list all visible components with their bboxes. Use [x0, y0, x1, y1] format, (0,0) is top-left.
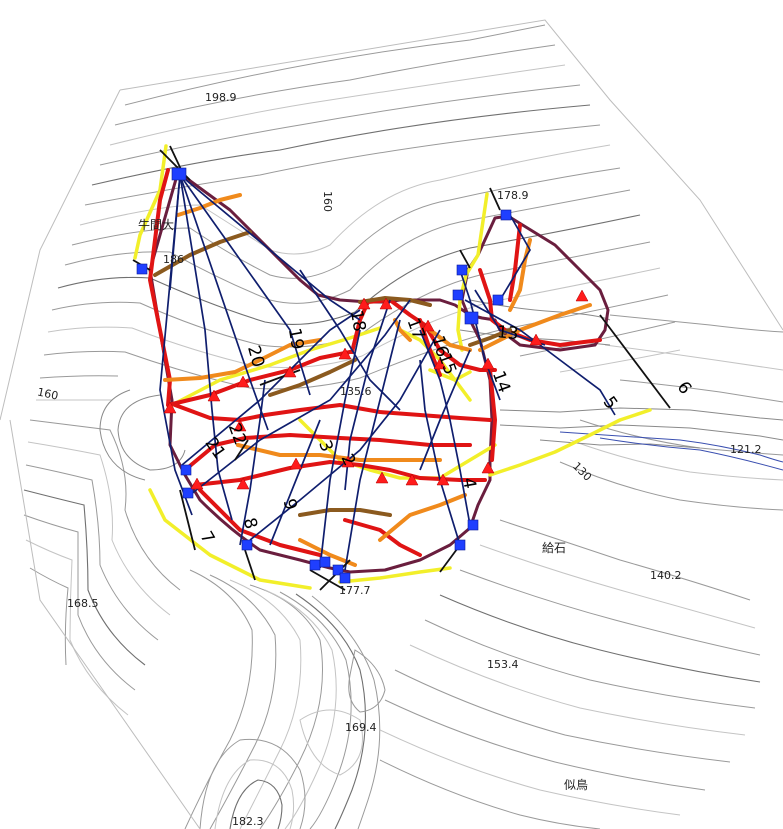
- blue-square-marker: [180, 464, 192, 476]
- red-triangle-marker: [236, 477, 250, 490]
- map-coverage-edges: [0, 19, 783, 829]
- elevation-label: 135.6: [340, 385, 372, 398]
- red-triangle-marker: [207, 389, 221, 402]
- elevation-label: 160: [321, 191, 334, 212]
- elevation-label: 169.4: [345, 721, 377, 734]
- elevation-label: 140.2: [650, 569, 682, 582]
- blue-square-marker: [332, 564, 344, 576]
- red-triangle-marker: [357, 297, 371, 310]
- red-triangle-marker: [341, 455, 355, 468]
- red-triangle-marker: [379, 297, 393, 310]
- red-triangle-marker: [433, 357, 447, 370]
- elevation-label: 177.7: [339, 584, 371, 597]
- line-number: 4: [458, 476, 480, 490]
- red-triangle-marker: [236, 375, 250, 388]
- red-triangle-marker: [289, 457, 303, 470]
- red-triangle-marker: [338, 347, 352, 360]
- line-number: 6: [673, 378, 696, 398]
- red-triangle-marker: [375, 471, 389, 484]
- blue-square-marker: [492, 294, 504, 306]
- blue-square-marker: [500, 209, 512, 221]
- square-markers: [136, 167, 512, 584]
- line-number: 21: [201, 434, 230, 463]
- elevation-label: 153.4: [487, 658, 519, 671]
- blue-square-marker: [241, 539, 253, 551]
- place-labels: 牛間大 給石 似鳥: [138, 217, 588, 792]
- blue-square-marker: [454, 539, 466, 551]
- red-triangle-marker: [163, 401, 177, 414]
- red-triangle-marker: [283, 365, 297, 378]
- line-number: 19: [284, 327, 307, 352]
- red-triangle-marker: [233, 419, 247, 432]
- blue-square-marker: [456, 264, 468, 276]
- elevation-label: 130: [570, 460, 594, 484]
- hazard-bands: [133, 144, 652, 590]
- elevation-label: 168.5: [67, 597, 99, 610]
- red-triangle-marker: [575, 289, 589, 302]
- red-triangle-marker: [481, 461, 495, 474]
- blue-square-marker: [339, 572, 351, 584]
- blue-square-marker: [182, 487, 194, 499]
- place-label: 牛間大: [138, 217, 174, 232]
- river-branch: [599, 437, 783, 471]
- place-label: 似鳥: [564, 777, 588, 792]
- elevation-label: 178.9: [497, 189, 529, 202]
- line-numbers: 20 19 18 17 16 15 14 13 22 21 3 2 9 8 7 …: [196, 309, 696, 548]
- red-triangle-marker: [436, 473, 450, 486]
- red-triangle-marker: [190, 477, 204, 490]
- red-triangle-marker: [421, 319, 435, 332]
- blue-square-marker: [452, 289, 464, 301]
- elevation-label: 182.3: [232, 815, 264, 828]
- elevation-label: 160: [36, 386, 59, 403]
- line-number: 8: [239, 516, 261, 532]
- line-number: 9: [279, 497, 301, 513]
- blue-square-marker: [464, 311, 479, 325]
- blue-square-marker: [171, 167, 187, 181]
- red-triangle-marker: [405, 473, 419, 486]
- red-triangle-marker: [481, 357, 495, 370]
- blue-square-marker: [319, 556, 331, 568]
- red-triangle-marker: [529, 333, 543, 346]
- river: [559, 431, 783, 463]
- blue-square-marker: [309, 559, 321, 571]
- elevation-label: 186: [163, 253, 184, 266]
- place-label: 給石: [542, 541, 566, 555]
- line-number: 5: [599, 393, 622, 413]
- line-number: 13: [496, 322, 519, 344]
- blue-square-marker: [136, 263, 148, 275]
- line-number: 18: [346, 309, 369, 334]
- elevation-label: 121.2: [730, 443, 762, 456]
- blue-square-marker: [467, 519, 479, 531]
- triangle-markers: [163, 289, 589, 490]
- elevation-label: 198.9: [205, 91, 237, 104]
